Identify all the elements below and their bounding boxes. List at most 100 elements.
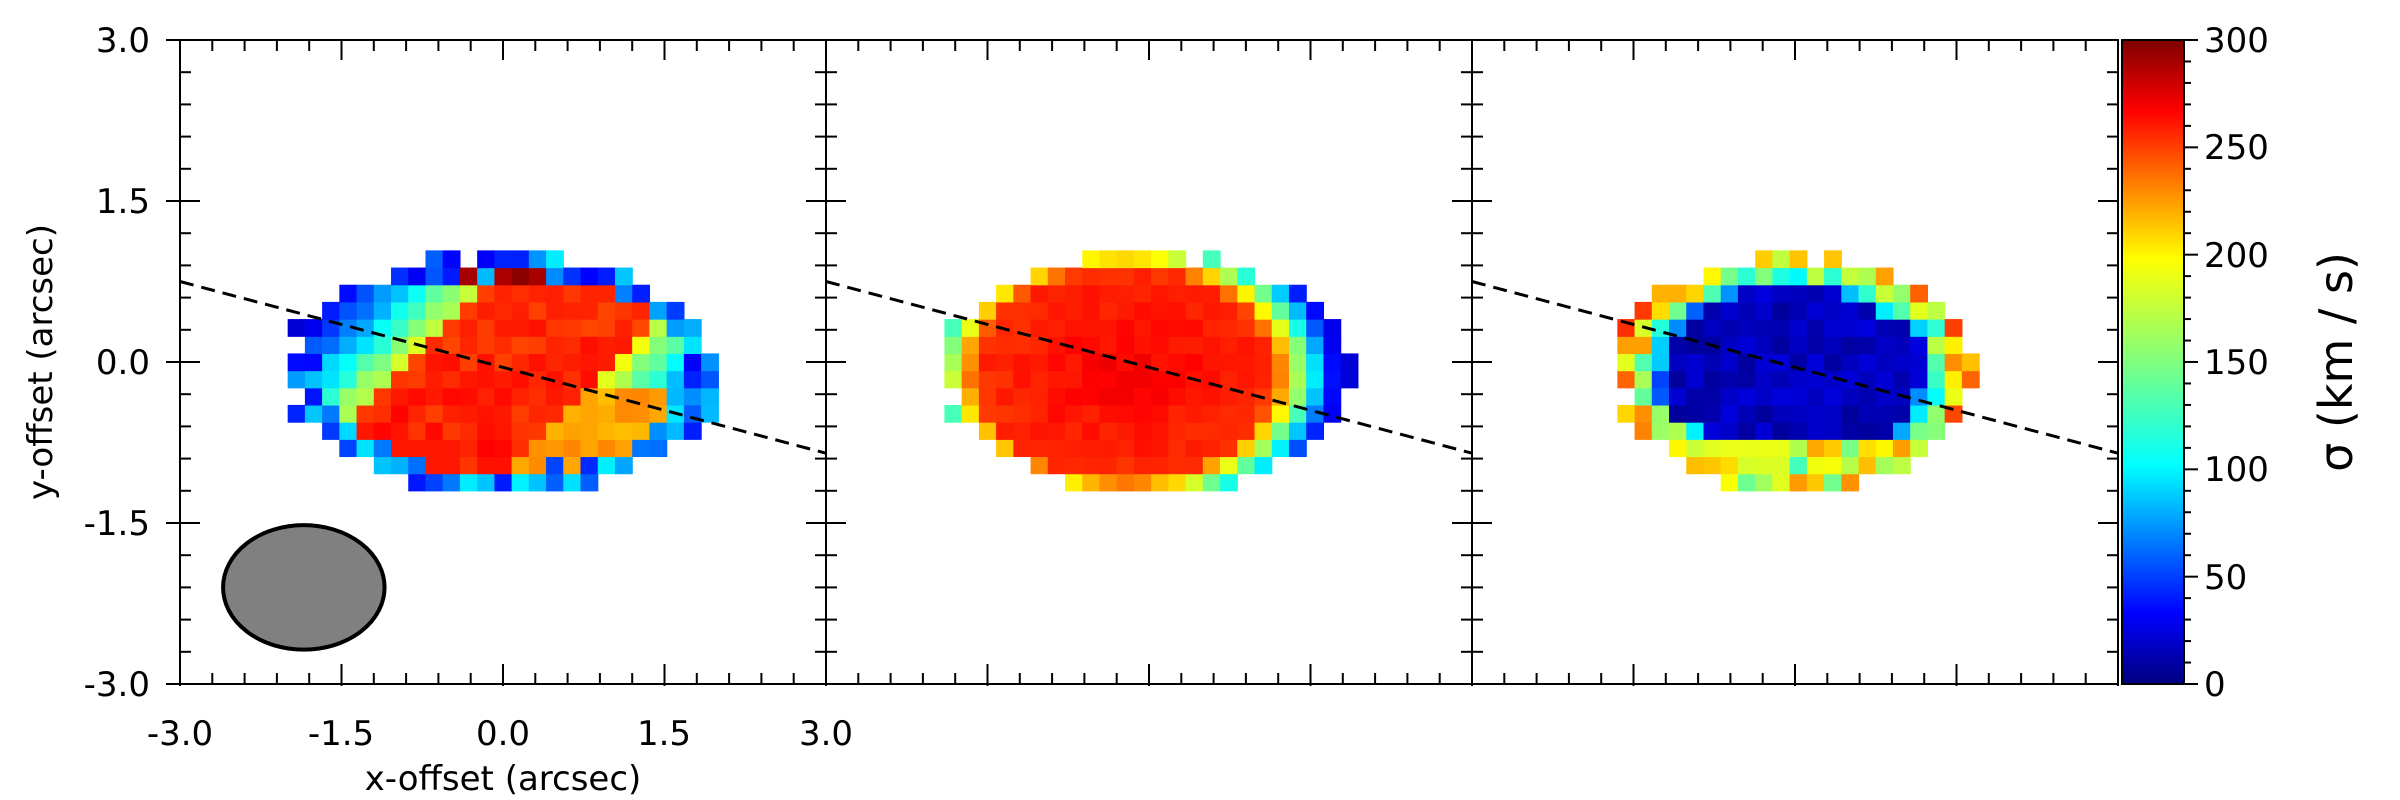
heatmap-cell [1961, 370, 1980, 389]
heatmap-cell [1824, 370, 1842, 389]
panel-1-ytick-label: -3.0 [84, 665, 150, 705]
heatmap-cell [1202, 456, 1221, 475]
heatmap-cell [1737, 439, 1756, 458]
heatmap-cell [1082, 250, 1101, 269]
heatmap-cell [1789, 284, 1808, 303]
heatmap-cell [1910, 422, 1929, 440]
heatmap-cell [1720, 404, 1739, 423]
heatmap-cell [1927, 370, 1946, 389]
heatmap-cell [1306, 422, 1325, 440]
heatmap-cell [1099, 422, 1118, 440]
heatmap-cell [1306, 370, 1325, 389]
heatmap-cell [511, 404, 530, 423]
heatmap-cell [1220, 456, 1238, 475]
heatmap-cell [442, 267, 461, 286]
heatmap-cell [1944, 353, 1963, 372]
heatmap-cell [1806, 387, 1825, 406]
heatmap-cell [511, 284, 530, 303]
heatmap-cell [1841, 319, 1860, 337]
colorbar-tick-label: 250 [2204, 128, 2269, 168]
heatmap-cell [1030, 284, 1049, 303]
heatmap-cell [459, 301, 478, 320]
heatmap-cell [322, 370, 340, 389]
heatmap-cell [1254, 404, 1273, 423]
heatmap-cell [511, 456, 530, 475]
heatmap-cell [1133, 387, 1152, 406]
heatmap-cell [494, 439, 513, 458]
heatmap-cell [1065, 439, 1083, 458]
heatmap-cell [1237, 404, 1256, 423]
heatmap-cell [1755, 387, 1773, 406]
heatmap-cell [1168, 456, 1187, 475]
heatmap-cell [1133, 301, 1152, 320]
heatmap-cell [1151, 353, 1169, 372]
colorbar-gradient [2121, 39, 2185, 685]
heatmap-cell [442, 301, 461, 320]
heatmap-cell [528, 353, 547, 372]
heatmap-cell [1841, 301, 1860, 320]
heatmap-cell [391, 404, 409, 423]
heatmap-cell [1755, 250, 1773, 269]
heatmap-cell [1669, 336, 1687, 355]
heatmap-cell [1030, 353, 1049, 372]
heatmap-cell [494, 267, 513, 286]
heatmap-cell [1202, 284, 1221, 303]
heatmap-cell [339, 439, 358, 458]
heatmap-cell [1910, 284, 1929, 303]
heatmap-cell [1220, 404, 1238, 423]
heatmap-cell [459, 284, 478, 303]
heatmap-cell [1030, 404, 1049, 423]
heatmap-cell [1824, 473, 1842, 492]
heatmap-cell [356, 422, 375, 440]
colorbar-tick-label: 0 [2204, 665, 2226, 705]
heatmap-cell [580, 473, 599, 492]
heatmap-cell [1202, 473, 1221, 492]
heatmap-cell [1116, 422, 1135, 440]
heatmap-cell [597, 284, 616, 303]
heatmap-cell [1220, 319, 1238, 337]
heatmap-cell [1220, 422, 1238, 440]
heatmap-cell [442, 456, 461, 475]
panel-1-ytick-label: 1.5 [96, 182, 150, 222]
heatmap-cell [1271, 404, 1290, 423]
heatmap-cell [1669, 301, 1687, 320]
heatmap-cell [546, 284, 564, 303]
heatmap-cell [304, 404, 323, 423]
heatmap-cell [1254, 301, 1273, 320]
heatmap-cell [494, 456, 513, 475]
heatmap-cell [1082, 267, 1101, 286]
panel-2 [812, 39, 1473, 686]
heatmap-cell [1806, 456, 1825, 475]
heatmap-cell [1237, 439, 1256, 458]
heatmap-cell [546, 473, 564, 492]
heatmap-cell [683, 370, 702, 389]
heatmap-cell [1116, 301, 1135, 320]
colorbar-ticks [2184, 39, 2198, 685]
heatmap-cell [511, 353, 530, 372]
heatmap-cell [1737, 473, 1756, 492]
heatmap-cell [1944, 336, 1963, 355]
heatmap-cell [1910, 336, 1929, 355]
heatmap-cell [408, 456, 427, 475]
heatmap-cell [1772, 250, 1791, 269]
heatmap-cell [459, 473, 478, 492]
heatmap-cell [408, 301, 427, 320]
heatmap-cell [1858, 456, 1877, 475]
heatmap-cell [408, 422, 427, 440]
heatmap-cell [1669, 284, 1687, 303]
heatmap-cell [1789, 404, 1808, 423]
heatmap-cell [1651, 422, 1670, 440]
heatmap-cell [408, 353, 427, 372]
heatmap-cell [1806, 404, 1825, 423]
heatmap-cell [1669, 422, 1687, 440]
heatmap-cell [1065, 267, 1083, 286]
heatmap-cell [477, 319, 495, 337]
heatmap-cell [511, 370, 530, 389]
heatmap-cell [1065, 319, 1083, 337]
heatmap-cell [459, 387, 478, 406]
heatmap-cell [339, 319, 358, 337]
heatmap-cell [1789, 319, 1808, 337]
heatmap-cell [304, 370, 323, 389]
heatmap-cell [1703, 387, 1722, 406]
heatmap-cell [322, 422, 340, 440]
